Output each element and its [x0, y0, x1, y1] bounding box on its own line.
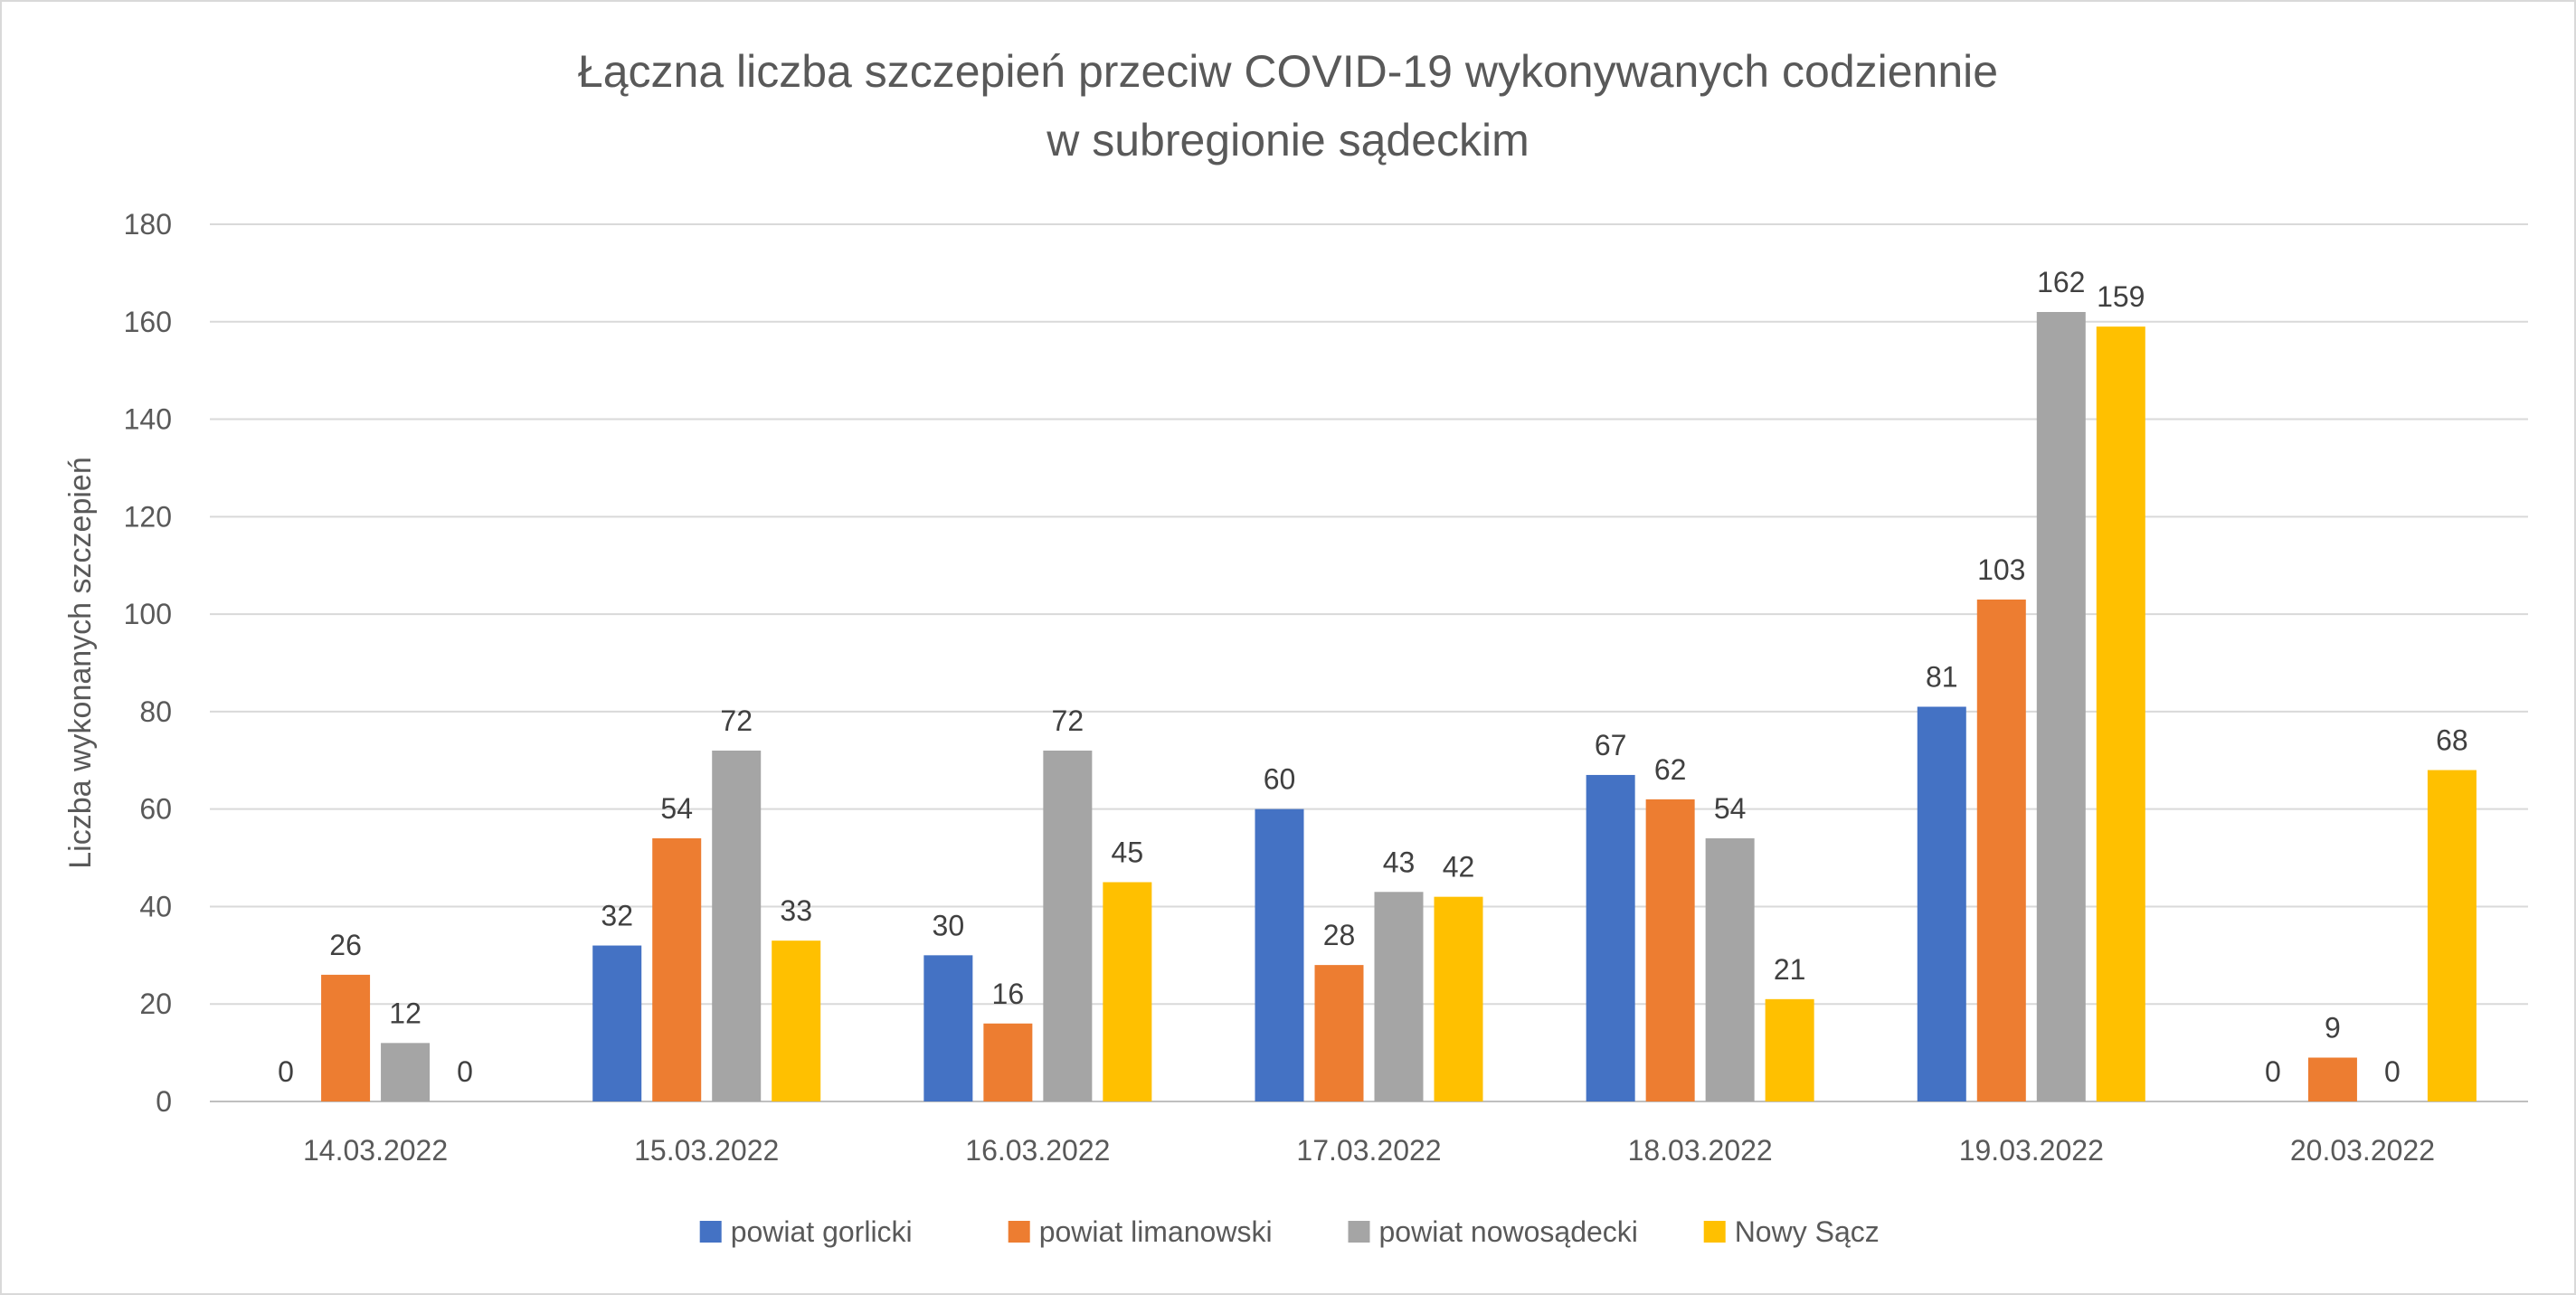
bar [1374, 892, 1424, 1101]
data-label: 62 [1654, 753, 1687, 786]
bar [2307, 1057, 2357, 1101]
bar [2036, 312, 2086, 1101]
bar [321, 974, 371, 1101]
bar [1103, 882, 1152, 1101]
data-label: 68 [2436, 724, 2468, 757]
y-axis-ticks: 0 20 40 60 80 100 120 140 160 180 [124, 208, 172, 1118]
data-label: 67 [1595, 729, 1627, 761]
x-tick-label: 19.03.2022 [1959, 1134, 2104, 1167]
data-label: 43 [1383, 846, 1416, 878]
data-label: 16 [992, 978, 1025, 1010]
y-tick-label: 140 [124, 403, 172, 436]
bar [1255, 808, 1304, 1101]
bar [381, 1043, 431, 1101]
x-tick-label: 15.03.2022 [634, 1134, 779, 1167]
data-label: 54 [660, 792, 693, 825]
data-label: 21 [1774, 953, 1806, 986]
data-label: 28 [1323, 919, 1356, 951]
bar [2096, 326, 2145, 1102]
bar [2427, 770, 2477, 1101]
y-axis-title: Liczba wykonanych szczepień [63, 457, 98, 868]
legend-swatch [1008, 1221, 1030, 1243]
data-label: 26 [329, 929, 362, 961]
y-tick-label: 100 [124, 598, 172, 630]
legend-label: powiat gorlicki [731, 1215, 913, 1248]
bar [1434, 896, 1483, 1101]
y-tick-label: 0 [156, 1085, 172, 1118]
legend-swatch [1348, 1221, 1370, 1243]
x-tick-label: 18.03.2022 [1628, 1134, 1773, 1167]
legend-label: powiat nowosądecki [1379, 1215, 1638, 1248]
bar [1705, 838, 1755, 1101]
data-label: 103 [1977, 553, 2025, 586]
data-label: 162 [2037, 266, 2085, 298]
y-tick-label: 40 [139, 890, 172, 922]
bar [1765, 998, 1814, 1101]
chart-title-line-1: Łączna liczba szczepień przeciw COVID-19… [578, 46, 1998, 97]
data-label: 0 [2265, 1055, 2281, 1088]
data-label: 0 [457, 1055, 473, 1088]
y-tick-label: 180 [124, 208, 172, 241]
bar [923, 955, 973, 1101]
x-axis-ticks: 14.03.2022 15.03.2022 16.03.2022 17.03.2022… [303, 1134, 2435, 1167]
bar [592, 945, 642, 1101]
legend: powiat gorlicki powiat limanowski powiat n… [699, 1215, 1880, 1248]
bar [1586, 774, 1635, 1101]
data-label: 33 [780, 894, 812, 927]
data-label: 72 [720, 704, 753, 737]
bar [1645, 799, 1695, 1101]
data-label: 9 [2325, 1012, 2341, 1045]
bar [983, 1023, 1033, 1101]
bar [712, 751, 762, 1101]
y-tick-label: 160 [124, 306, 172, 338]
data-label: 81 [1926, 661, 1958, 694]
y-tick-label: 120 [124, 500, 172, 533]
x-tick-label: 14.03.2022 [303, 1134, 448, 1167]
y-tick-label: 20 [139, 988, 172, 1020]
data-labels: 0 26 12 0 32 54 72 33 30 16 72 45 60 28 43 42 67 62 54 21 81… [278, 266, 2468, 1088]
data-label: 45 [1112, 837, 1144, 869]
bar [652, 838, 702, 1101]
legend-label: powiat limanowski [1039, 1215, 1273, 1248]
legend-swatch [699, 1221, 722, 1243]
legend-label: Nowy Sącz [1735, 1215, 1880, 1248]
data-label: 72 [1052, 704, 1084, 737]
bars [321, 312, 2477, 1102]
y-tick-label: 80 [139, 695, 172, 728]
data-label: 32 [601, 900, 633, 932]
x-tick-label: 17.03.2022 [1296, 1134, 1441, 1167]
data-label: 12 [389, 997, 421, 1029]
data-label: 60 [1264, 763, 1296, 796]
bar [1976, 599, 2026, 1101]
bar [772, 941, 821, 1101]
data-label: 54 [1714, 792, 1747, 825]
x-tick-label: 20.03.2022 [2290, 1134, 2435, 1167]
x-tick-label: 16.03.2022 [965, 1134, 1110, 1167]
data-label: 0 [2384, 1055, 2401, 1088]
bar [1917, 706, 1966, 1101]
legend-swatch [1703, 1221, 1726, 1243]
bar [1043, 751, 1093, 1101]
data-label: 30 [933, 909, 965, 941]
bar [1314, 965, 1364, 1101]
data-label: 42 [1443, 851, 1475, 884]
data-label: 159 [2097, 280, 2145, 313]
y-tick-label: 60 [139, 793, 172, 826]
data-label: 0 [278, 1055, 294, 1088]
chart-title-line-2: w subregionie sądeckim [1046, 115, 1530, 165]
